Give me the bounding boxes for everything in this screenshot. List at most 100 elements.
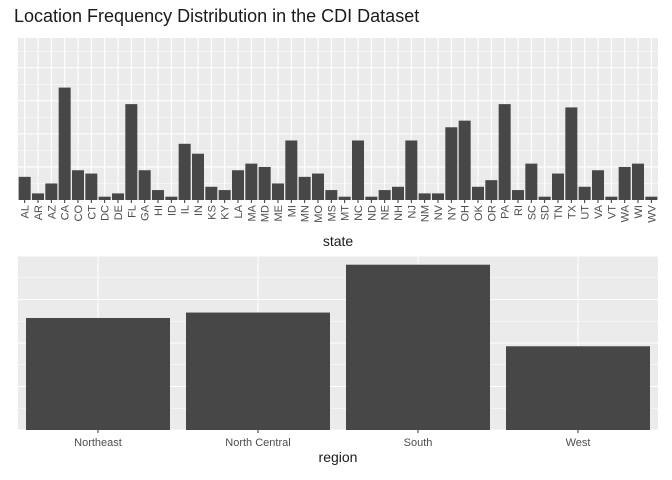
x-tick-label: MS bbox=[326, 205, 338, 222]
x-tick-label: TN bbox=[553, 205, 565, 220]
bar-ri bbox=[512, 190, 524, 200]
x-tick-label: GA bbox=[140, 204, 152, 221]
x-tick-label: OR bbox=[486, 205, 498, 222]
bar-la bbox=[232, 170, 244, 200]
bar-ny bbox=[445, 127, 458, 200]
bar-nc bbox=[352, 140, 364, 200]
x-tick-label: NJ bbox=[406, 205, 418, 218]
bar-mi bbox=[285, 140, 298, 200]
x-tick-label: KY bbox=[220, 204, 232, 219]
bar-dc bbox=[98, 196, 111, 200]
x-tick-label: MT bbox=[340, 205, 352, 221]
bar-il bbox=[178, 143, 191, 200]
x-tick-label: MD bbox=[260, 205, 272, 222]
bar-ne bbox=[378, 190, 391, 200]
bar-sd bbox=[538, 196, 551, 200]
bar-north-central bbox=[186, 312, 330, 430]
bar-wa bbox=[618, 166, 631, 200]
bar-nh bbox=[392, 186, 404, 200]
bar-or bbox=[485, 180, 498, 200]
x-tick-label: West bbox=[566, 437, 591, 449]
x-axis-title-region: region bbox=[319, 449, 358, 465]
x-tick-label: OK bbox=[473, 204, 485, 221]
bar-south bbox=[346, 264, 490, 430]
x-tick-label: NE bbox=[380, 205, 392, 220]
bar-ar bbox=[32, 193, 44, 200]
x-tick-label: KS bbox=[206, 205, 218, 220]
x-tick-label: FL bbox=[126, 205, 138, 218]
chart-title: Location Frequency Distribution in the C… bbox=[14, 6, 420, 26]
x-tick-label: North Central bbox=[225, 437, 290, 449]
panel-background-state bbox=[18, 38, 658, 200]
bar-co bbox=[72, 170, 84, 200]
x-tick-label: CT bbox=[86, 205, 98, 220]
x-tick-label: NC bbox=[353, 205, 365, 221]
bar-west bbox=[506, 346, 650, 430]
bar-mt bbox=[338, 196, 351, 200]
x-tick-label: IL bbox=[180, 205, 192, 214]
x-tick-label: CO bbox=[73, 205, 85, 222]
bar-me bbox=[272, 183, 284, 200]
bar-mn bbox=[298, 176, 311, 200]
bar-ut bbox=[578, 186, 591, 200]
x-tick-label: South bbox=[404, 437, 433, 449]
x-tick-label: WA bbox=[620, 204, 632, 222]
x-tick-label: AR bbox=[33, 205, 45, 220]
bar-wv bbox=[645, 196, 658, 200]
x-tick-label: UT bbox=[580, 205, 592, 220]
bar-ks bbox=[205, 186, 218, 200]
bar-al bbox=[18, 176, 31, 200]
x-tick-label: VA bbox=[593, 204, 605, 219]
x-tick-label: HI bbox=[153, 205, 165, 216]
bar-ms bbox=[325, 190, 338, 200]
bar-sc bbox=[525, 163, 538, 200]
bar-id bbox=[165, 196, 178, 200]
bar-ok bbox=[472, 186, 484, 200]
x-tick-label: NV bbox=[433, 204, 445, 220]
bar-nj bbox=[405, 140, 418, 200]
x-tick-label: LA bbox=[233, 204, 245, 218]
bar-mo bbox=[312, 173, 324, 200]
bar-northeast bbox=[26, 317, 170, 430]
x-tick-label: SD bbox=[540, 205, 552, 220]
x-tick-label: NM bbox=[420, 205, 432, 222]
bar-nv bbox=[432, 193, 444, 200]
bar-de bbox=[112, 193, 124, 200]
x-tick-label: ND bbox=[366, 205, 378, 221]
x-tick-label: IN bbox=[193, 205, 205, 216]
x-tick-label: MO bbox=[313, 205, 325, 223]
x-tick-label: VT bbox=[606, 205, 618, 219]
x-tick-label: CA bbox=[60, 204, 72, 220]
bar-ky bbox=[218, 190, 231, 200]
x-tick-label: WV bbox=[646, 204, 658, 222]
bar-vt bbox=[605, 196, 618, 200]
bar-tn bbox=[552, 173, 564, 200]
bar-wi bbox=[632, 163, 644, 200]
x-tick-label: RI bbox=[513, 205, 525, 216]
bar-tx bbox=[565, 107, 578, 200]
bar-ca bbox=[58, 87, 71, 200]
x-tick-label: WI bbox=[633, 205, 645, 218]
bar-nm bbox=[418, 193, 431, 200]
bar-nd bbox=[365, 196, 378, 200]
x-tick-label: SC bbox=[526, 205, 538, 220]
bar-ma bbox=[245, 163, 258, 200]
x-tick-label: Northeast bbox=[74, 437, 122, 449]
x-tick-label: PA bbox=[500, 204, 512, 219]
bar-fl bbox=[125, 104, 138, 200]
x-tick-label: MN bbox=[300, 205, 312, 222]
x-axis-title-state: state bbox=[323, 233, 354, 249]
bar-in bbox=[192, 153, 204, 200]
bar-ct bbox=[85, 173, 98, 200]
x-tick-label: MA bbox=[246, 204, 258, 221]
bar-az bbox=[45, 183, 58, 200]
x-tick-label: DE bbox=[113, 205, 125, 220]
x-tick-label: ME bbox=[273, 205, 285, 222]
bar-md bbox=[258, 166, 271, 200]
bar-hi bbox=[152, 190, 164, 200]
x-tick-label: ID bbox=[166, 205, 178, 216]
x-tick-label: NY bbox=[446, 204, 458, 220]
x-tick-label: AL bbox=[20, 205, 32, 218]
